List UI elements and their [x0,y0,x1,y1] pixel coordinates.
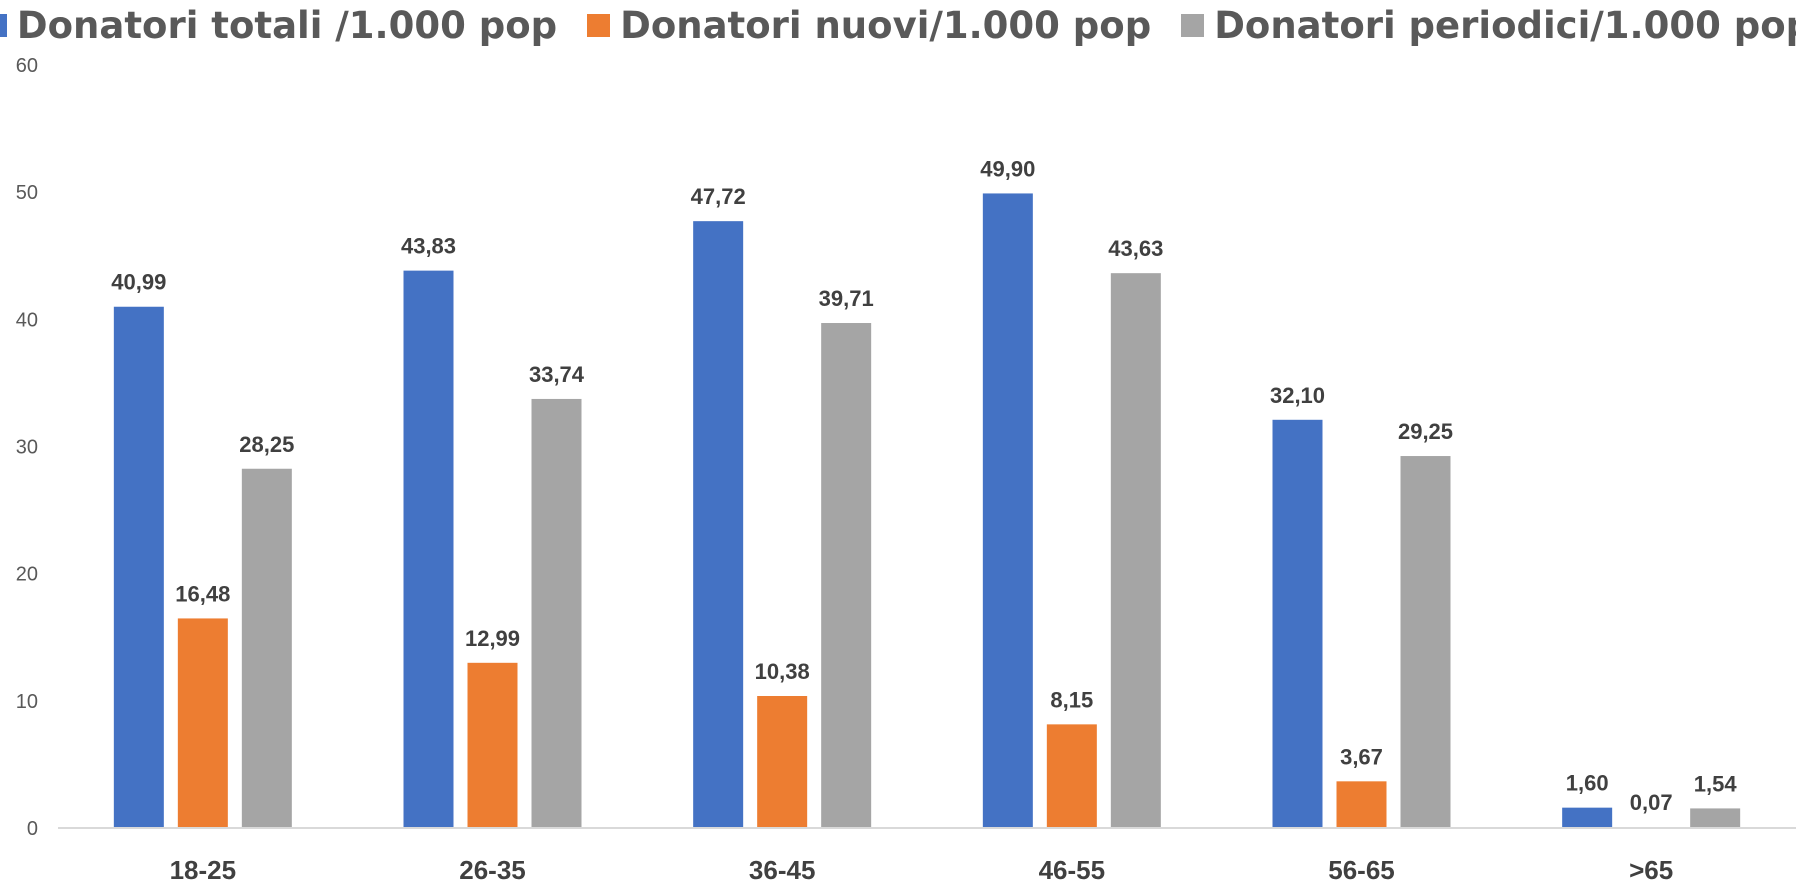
bar-periodici [1400,456,1451,828]
legend-item-periodici: Donatori periodici/1.000 pop [1181,4,1796,47]
data-label: 1,54 [1694,771,1738,796]
data-label: 33,74 [529,362,585,387]
x-category-label: 36-45 [749,855,816,882]
legend-item-nuovi: Donatori nuovi/1.000 pop [587,4,1151,47]
y-tick-label: 60 [16,55,38,77]
bar-nuovi [1046,724,1097,828]
legend-item-totali: Donatori totali /1.000 pop [0,4,557,47]
legend-label-totali: Donatori totali /1.000 pop [16,4,558,47]
data-label: 16,48 [175,581,230,606]
bar-nuovi [467,662,518,828]
data-label: 10,38 [755,659,810,684]
y-tick-label: 50 [16,182,38,204]
data-label: 43,63 [1108,236,1163,261]
y-tick-label: 10 [16,691,38,713]
x-category-label: 26-35 [459,855,526,882]
data-labels: 40,99 16,48 28,25 43,83 12,99 33,74 47,72 10,38… [111,156,1737,815]
y-tick-label: 40 [16,309,38,331]
data-label: 28,25 [239,432,294,457]
bar-nuovi [177,618,228,828]
bar-totali [1272,419,1323,828]
bar-periodici [1690,808,1741,828]
data-label: 1,60 [1566,771,1609,796]
data-label: 29,25 [1398,419,1453,444]
bar-totali [982,193,1033,828]
bar-periodici [531,398,582,828]
data-label: 49,90 [980,156,1035,181]
data-label: 8,15 [1050,687,1093,712]
x-category-label: 56-65 [1328,855,1395,882]
bar-nuovi [1336,781,1387,828]
chart-legend: Donatori totali /1.000 pop Donatori nuov… [0,4,1796,47]
data-label: 0,07 [1630,790,1673,815]
bar-periodici [241,468,292,828]
x-category-label: >65 [1629,855,1673,882]
y-tick-label: 30 [16,437,38,459]
data-label: 43,83 [401,234,456,259]
legend-swatch-periodici [1181,14,1205,37]
bar-nuovi [757,696,808,828]
bar-periodici [821,323,872,828]
bar-totali [1562,807,1613,828]
legend-label-nuovi: Donatori nuovi/1.000 pop [620,4,1152,47]
bar-totali [403,270,454,828]
x-category-label: 18-25 [170,855,237,882]
data-label: 47,72 [691,184,746,209]
y-axis: 0 10 20 30 40 50 60 [16,55,38,840]
data-label: 3,67 [1340,744,1383,769]
x-category-label: 46-55 [1039,855,1106,882]
legend-swatch-nuovi [587,14,611,37]
bar-periodici [1110,273,1161,828]
data-label: 40,99 [111,270,166,295]
y-tick-label: 20 [16,564,38,586]
legend-swatch-totali [0,14,7,37]
y-tick-label: 0 [27,818,38,840]
x-axis: 18-25 26-35 36-45 46-55 56-65 >65 [58,827,1796,882]
bar-totali [693,221,744,829]
legend-label-periodici: Donatori periodici/1.000 pop [1214,4,1796,47]
data-label: 39,71 [819,286,874,311]
data-label: 32,10 [1270,383,1325,408]
bar-totali [113,306,164,828]
data-label: 12,99 [465,626,520,651]
bars [113,193,1741,829]
